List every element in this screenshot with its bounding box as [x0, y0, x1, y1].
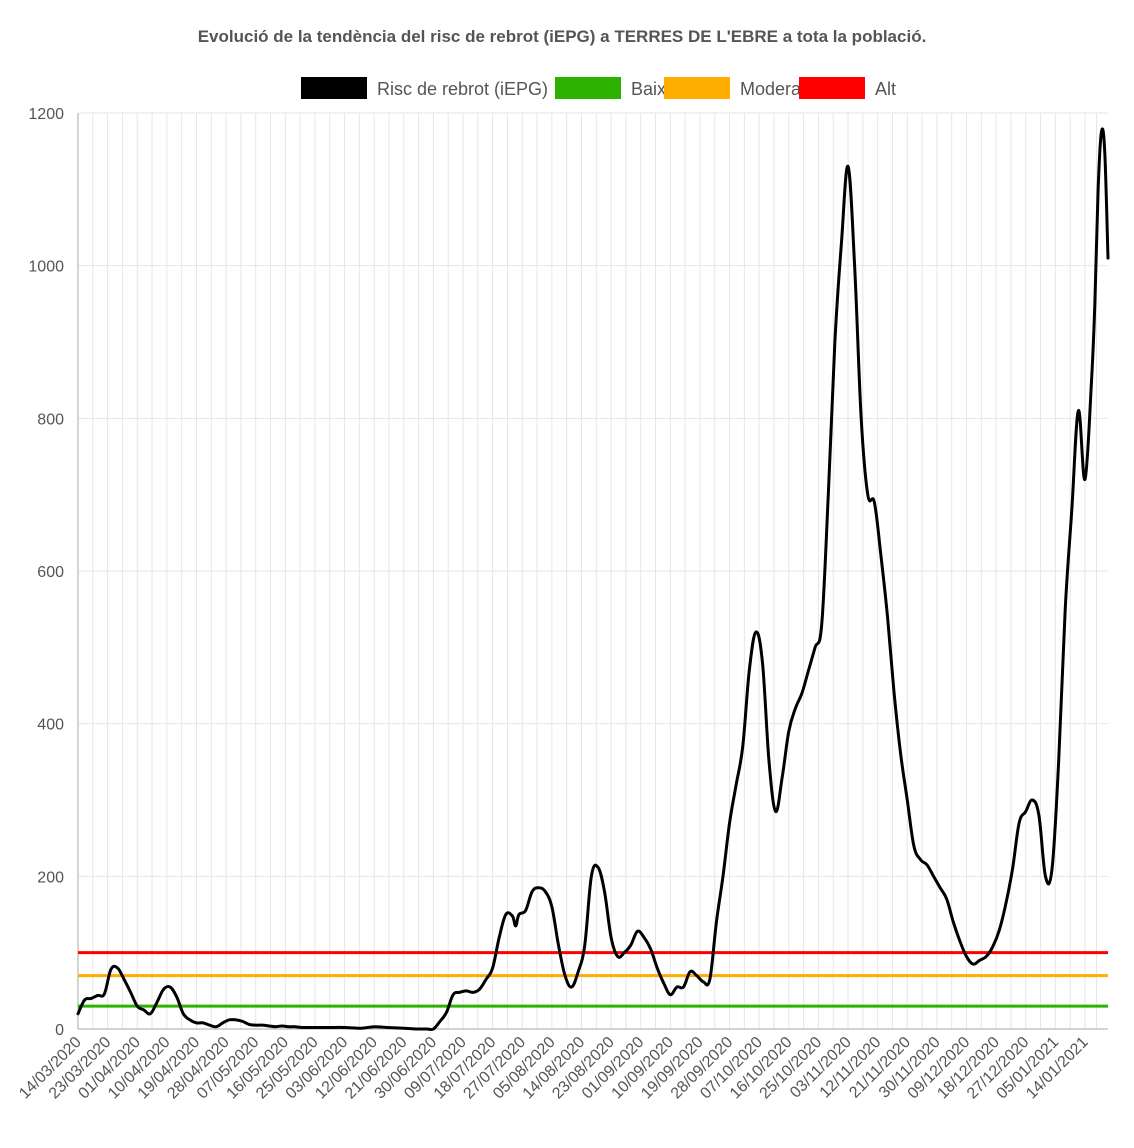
y-tick-labels: 0 200 400 600 800 1000 1200	[28, 106, 64, 1039]
legend-swatch-risc-de-rebrot-iepg[interactable]	[301, 77, 367, 99]
legend-label-baix[interactable]: Baix	[631, 79, 666, 99]
y-tick-label-1000: 1000	[28, 259, 64, 276]
y-tick-label-400: 400	[37, 717, 64, 734]
chart-title: Evolució de la tendència del risc de reb…	[198, 27, 927, 46]
x-tick-labels: 14/03/202023/03/202001/04/202010/04/2020…	[16, 1034, 1092, 1103]
series-line-risc-de-rebrot-iepg	[76, 127, 1110, 1032]
legend-swatch-alt[interactable]	[799, 77, 865, 99]
y-tick-label-200: 200	[37, 869, 64, 886]
y-tick-label-600: 600	[37, 564, 64, 581]
series	[76, 127, 1110, 1032]
threshold-lines	[78, 951, 1108, 1008]
legend-swatch-baix[interactable]	[555, 77, 621, 99]
legend-label-moderat[interactable]: Moderat	[740, 79, 806, 99]
y-tick-label-1200: 1200	[28, 106, 64, 123]
y-tick-label-800: 800	[37, 411, 64, 428]
grid	[77, 112, 1108, 1030]
legend-label-alt[interactable]: Alt	[875, 79, 896, 99]
legend-label-risc-de-rebrot-iepg[interactable]: Risc de rebrot (iEPG)	[377, 79, 548, 99]
legend: Risc de rebrot (iEPG) Baix Moderat Alt	[301, 77, 896, 99]
axes	[77, 113, 1108, 1030]
legend-swatch-moderat[interactable]	[664, 77, 730, 99]
y-tick-label-0: 0	[55, 1022, 64, 1039]
